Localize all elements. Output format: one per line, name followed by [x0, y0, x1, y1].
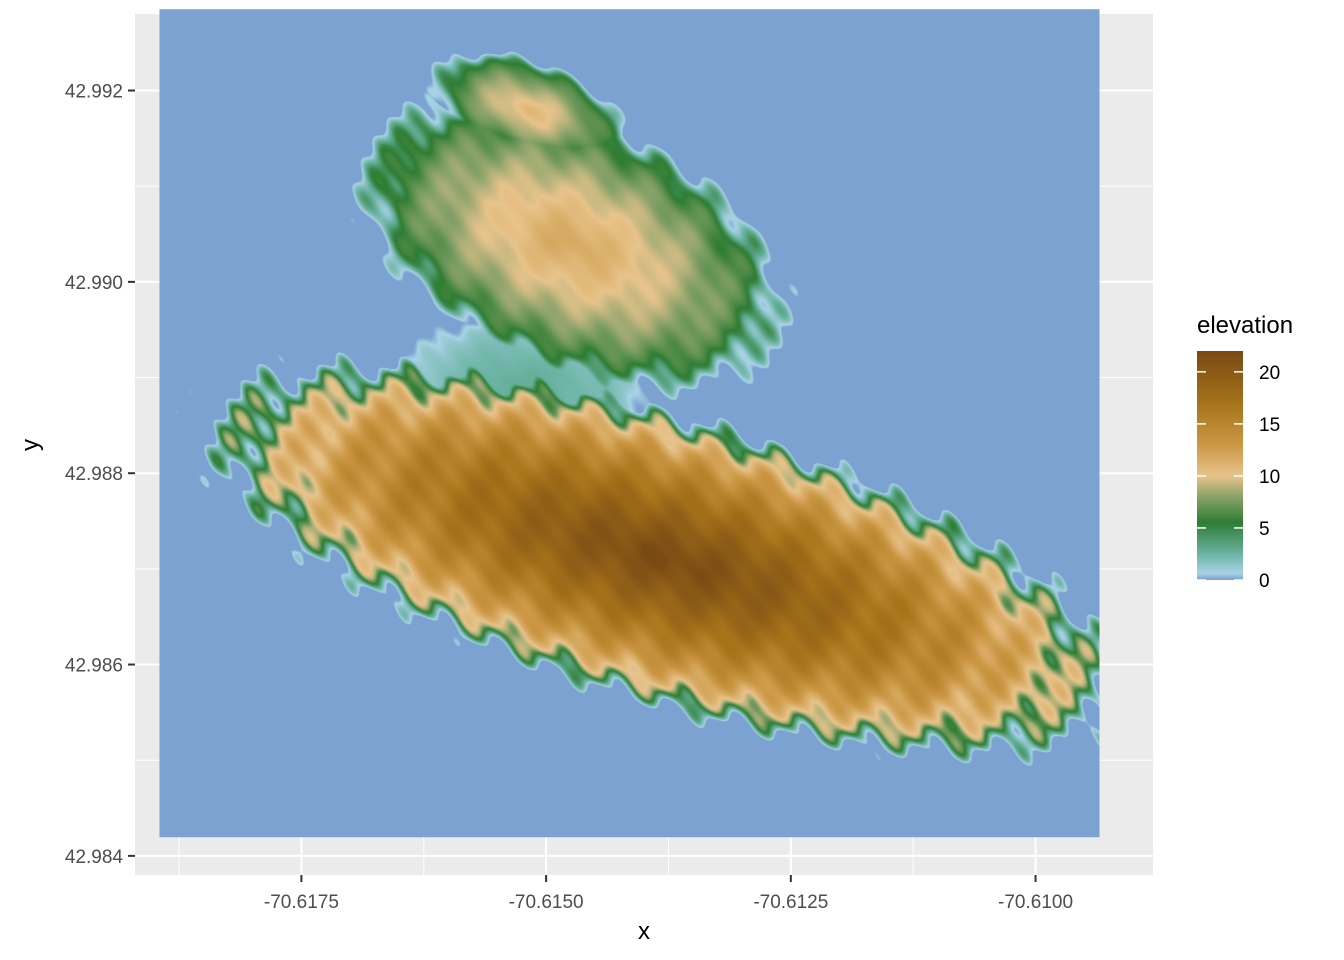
legend-colorbar	[1197, 351, 1243, 580]
x-tick-label: -70.6150	[509, 892, 584, 913]
y-tick-label: 42.984	[65, 847, 124, 868]
y-tick-label: 42.990	[65, 273, 123, 294]
legend-tick-label: 0	[1259, 571, 1270, 592]
x-tick-label: -70.6125	[753, 892, 828, 913]
elevation-raster	[159, 9, 1100, 838]
legend-tick-label: 15	[1259, 415, 1280, 436]
elevation-raster-image	[159, 9, 1100, 838]
x-tick-label: -70.6100	[998, 892, 1073, 913]
y-tick-label: 42.992	[65, 82, 123, 103]
legend-ticks: 0 5 10 15 20	[1197, 363, 1280, 592]
legend-tick-label: 5	[1259, 519, 1270, 540]
x-tick-label: -70.6175	[264, 892, 339, 913]
legend-tick-label: 20	[1259, 363, 1280, 384]
y-axis-title: y	[17, 439, 44, 451]
legend-title: elevation	[1197, 312, 1293, 339]
x-axis-title: x	[638, 918, 650, 945]
y-tick-label: 42.986	[65, 656, 123, 677]
y-tick-label: 42.988	[65, 464, 123, 485]
axes: -70.6175 -70.6150 -70.6125 -70.6100 42.984 42…	[65, 82, 1073, 913]
legend: elevation 0 5 10 15 20	[1197, 312, 1293, 592]
legend-tick-label: 10	[1259, 467, 1280, 488]
